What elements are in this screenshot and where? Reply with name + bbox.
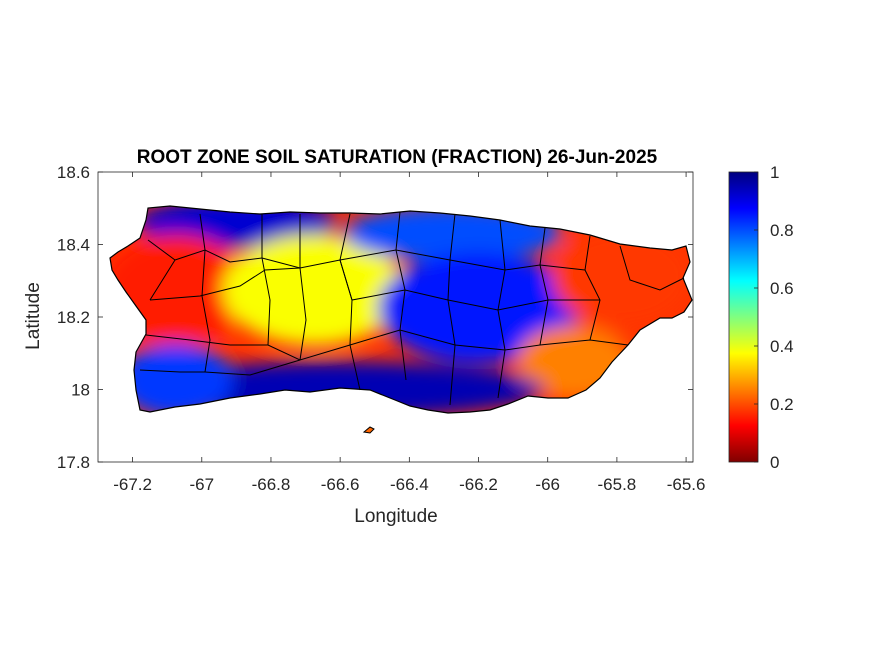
municipal-boundary	[145, 329, 629, 361]
y-tick-label: 18	[71, 381, 90, 400]
municipal-boundary	[299, 214, 307, 361]
colorbar-tick-label: 1	[770, 163, 779, 182]
y-tick-label: 18.6	[57, 163, 90, 182]
y-tick-label: 17.8	[57, 453, 90, 472]
x-tick-label: -67	[189, 475, 214, 494]
x-tick-label: -66.2	[459, 475, 498, 494]
municipal-boundary	[261, 214, 271, 346]
x-tick-label: -66.6	[321, 475, 360, 494]
zone-southwest	[118, 343, 234, 413]
y-tick-label: 18.2	[57, 308, 90, 327]
caja-de-muertos-islet	[362, 426, 375, 434]
x-tick-label: -66.4	[390, 475, 429, 494]
colorbar-tick-label: 0.6	[770, 279, 794, 298]
municipal-boundary	[147, 239, 176, 301]
zone-west-central	[222, 234, 407, 346]
municipal-boundary	[339, 259, 600, 311]
colorbar-tick-label: 0.2	[770, 395, 794, 414]
colorbar	[728, 171, 759, 463]
municipal-boundary	[261, 249, 586, 271]
zone-northeast	[551, 227, 692, 327]
colorbar-tick-label: 0	[770, 453, 779, 472]
x-axis-label: Longitude	[354, 506, 437, 527]
municipal-boundary	[139, 359, 301, 376]
municipal-boundary	[174, 249, 263, 263]
municipal-boundaries	[139, 211, 685, 406]
municipal-boundary	[539, 227, 549, 346]
municipal-boundary	[199, 213, 211, 373]
municipal-boundary	[619, 245, 685, 291]
x-tick-label: -65.6	[667, 475, 706, 494]
municipal-boundary	[149, 267, 301, 301]
y-axis: 17.8 18 18.2 18.4 18.6	[57, 163, 693, 472]
municipal-boundary	[584, 235, 601, 341]
chart-title: ROOT ZONE SOIL SATURATION (FRACTION) 26-…	[137, 147, 658, 168]
zone-central-interior	[378, 252, 580, 364]
colorbar-tick-label: 0.8	[770, 221, 794, 240]
colorbar-tick-label: 0.4	[770, 337, 794, 356]
x-tick-label: -67.2	[113, 475, 152, 494]
y-tick-label: 18.4	[57, 236, 90, 255]
x-axis: -67.2 -67 -66.8 -66.6 -66.4 -66.2 -66 -65.8 -65.…	[113, 172, 705, 494]
x-tick-label: -65.8	[598, 475, 637, 494]
x-tick-label: -66	[535, 475, 560, 494]
island-outline	[109, 205, 693, 414]
colorbar-ticks: 0 0.2 0.4 0.6 0.8 1	[754, 163, 794, 472]
x-tick-label: -66.8	[252, 475, 291, 494]
y-axis-label: Latitude	[23, 282, 44, 350]
